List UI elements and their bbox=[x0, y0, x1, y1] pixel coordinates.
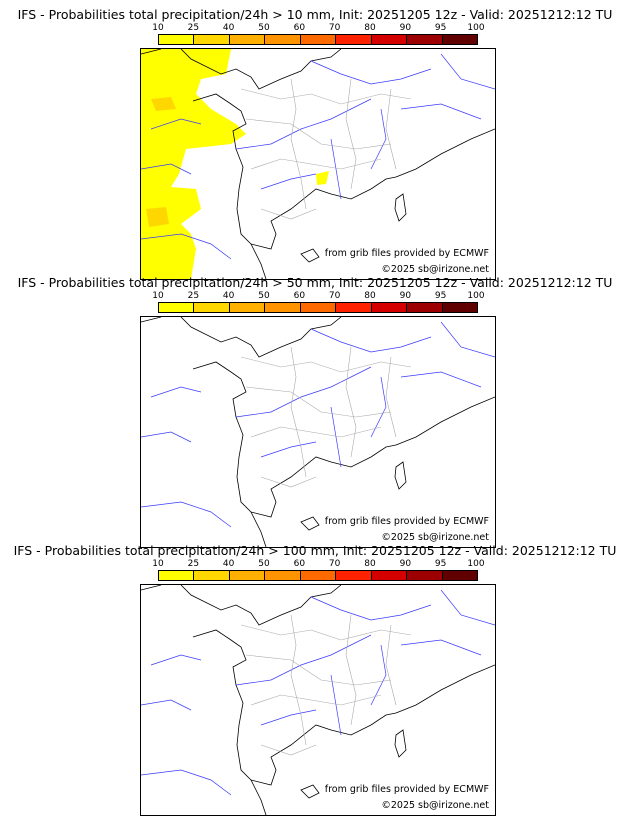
map-drawing bbox=[141, 585, 495, 815]
france-map: from grib files provided by ECMWF ©2025 … bbox=[140, 48, 496, 280]
colorbar-tick-label: 80 bbox=[364, 291, 376, 301]
colorbar-segment bbox=[336, 35, 372, 44]
colorbar bbox=[158, 570, 478, 581]
colorbar-segment bbox=[229, 35, 266, 44]
colorbar-segment bbox=[407, 303, 443, 312]
map-drawing bbox=[141, 317, 495, 547]
colorbar-tick-label: 40 bbox=[222, 291, 235, 301]
colorbar-segment bbox=[265, 35, 301, 44]
source-credit: from grib files provided by ECMWF bbox=[324, 516, 489, 528]
colorbar bbox=[158, 34, 478, 45]
colorbar-segment bbox=[336, 303, 372, 312]
colorbar-ticks: 10 25 40 50 60 70 80 90 95 100 bbox=[152, 23, 484, 33]
colorbar-tick-label: 90 bbox=[399, 291, 412, 301]
colorbar-segment bbox=[336, 571, 372, 580]
colorbar-segment bbox=[159, 35, 195, 44]
colorbar-segment bbox=[229, 571, 266, 580]
colorbar-tick-label: 60 bbox=[293, 23, 306, 33]
colorbar-tick-label: 25 bbox=[187, 291, 200, 301]
colorbar-tick-label: 90 bbox=[399, 559, 412, 569]
colorbar-segment bbox=[159, 303, 195, 312]
colorbar-segment bbox=[442, 303, 477, 312]
colorbar-segment bbox=[265, 571, 301, 580]
panel-title: IFS - Probabilities total precipitation/… bbox=[17, 275, 613, 290]
colorbar-tick-label: 50 bbox=[258, 291, 270, 301]
colorbar-tick-label: 95 bbox=[434, 23, 447, 33]
colorbar-segment bbox=[407, 35, 443, 44]
colorbar-tick-label: 95 bbox=[434, 291, 447, 301]
colorbar-segment bbox=[265, 303, 301, 312]
colorbar-tick-label: 95 bbox=[434, 559, 447, 569]
map-drawing bbox=[141, 49, 495, 279]
colorbar-tick-label: 40 bbox=[222, 23, 235, 33]
france-map: from grib files provided by ECMWF ©2025 … bbox=[140, 316, 496, 548]
colorbar bbox=[158, 302, 478, 313]
colorbar-segment bbox=[194, 35, 230, 44]
colorbar-segment bbox=[442, 571, 477, 580]
colorbar-tick-label: 10 bbox=[152, 291, 164, 301]
colorbar-tick-label: 25 bbox=[187, 23, 200, 33]
source-credit: from grib files provided by ECMWF bbox=[324, 248, 489, 260]
rivers bbox=[141, 53, 495, 260]
forecast-panel: IFS - Probabilities total precipitation/… bbox=[0, 543, 630, 816]
colorbar-segment bbox=[194, 571, 230, 580]
colorbar-tick-label: 70 bbox=[328, 23, 341, 33]
colorbar-tick-label: 40 bbox=[222, 559, 235, 569]
colorbar-tick-label: 90 bbox=[399, 23, 412, 33]
copyright-credit: ©2025 sb@irizone.net bbox=[381, 264, 489, 276]
colorbar-ticks: 10 25 40 50 60 70 80 90 95 100 bbox=[152, 291, 484, 301]
colorbar-tick-label: 100 bbox=[467, 559, 485, 569]
department-borders bbox=[240, 346, 412, 488]
colorbar-tick-label: 70 bbox=[328, 291, 341, 301]
colorbar-tick-label: 60 bbox=[293, 559, 306, 569]
colorbar-tick-label: 25 bbox=[187, 559, 200, 569]
colorbar-segment bbox=[300, 571, 337, 580]
forecast-panel: IFS - Probabilities total precipitation/… bbox=[0, 7, 630, 280]
colorbar-tick-label: 10 bbox=[152, 23, 164, 33]
colorbar-tick-label: 50 bbox=[258, 23, 270, 33]
colorbar-segment bbox=[194, 303, 230, 312]
rivers bbox=[141, 589, 495, 796]
colorbar-segment bbox=[407, 571, 443, 580]
source-credit: from grib files provided by ECMWF bbox=[324, 784, 489, 796]
colorbar-tick-label: 80 bbox=[364, 559, 376, 569]
colorbar-segment bbox=[229, 303, 266, 312]
colorbar-tick-label: 100 bbox=[467, 291, 485, 301]
forecast-panel: IFS - Probabilities total precipitation/… bbox=[0, 275, 630, 548]
colorbar-segment bbox=[300, 303, 337, 312]
colorbar-tick-label: 10 bbox=[152, 559, 164, 569]
colorbar-segment bbox=[371, 571, 408, 580]
panel-title: IFS - Probabilities total precipitation/… bbox=[13, 543, 617, 558]
department-borders bbox=[240, 78, 412, 220]
colorbar-segment bbox=[159, 571, 195, 580]
colorbar-segment bbox=[371, 303, 408, 312]
colorbar-segment bbox=[442, 35, 477, 44]
panel-title: IFS - Probabilities total precipitation/… bbox=[17, 7, 613, 22]
copyright-credit: ©2025 sb@irizone.net bbox=[381, 800, 489, 812]
precip-probability-area bbox=[141, 49, 329, 279]
colorbar-segment bbox=[300, 35, 337, 44]
department-borders bbox=[240, 614, 412, 756]
colorbar-tick-label: 60 bbox=[293, 291, 306, 301]
colorbar-tick-label: 80 bbox=[364, 23, 376, 33]
coastline bbox=[141, 49, 495, 279]
colorbar-ticks: 10 25 40 50 60 70 80 90 95 100 bbox=[152, 559, 484, 569]
coastline bbox=[141, 585, 495, 815]
colorbar-tick-label: 50 bbox=[258, 559, 270, 569]
colorbar-segment bbox=[371, 35, 408, 44]
france-map: from grib files provided by ECMWF ©2025 … bbox=[140, 584, 496, 816]
copyright-credit: ©2025 sb@irizone.net bbox=[381, 532, 489, 544]
colorbar-tick-label: 100 bbox=[467, 23, 485, 33]
rivers bbox=[141, 321, 495, 528]
colorbar-tick-label: 70 bbox=[328, 559, 341, 569]
coastline bbox=[141, 317, 495, 547]
